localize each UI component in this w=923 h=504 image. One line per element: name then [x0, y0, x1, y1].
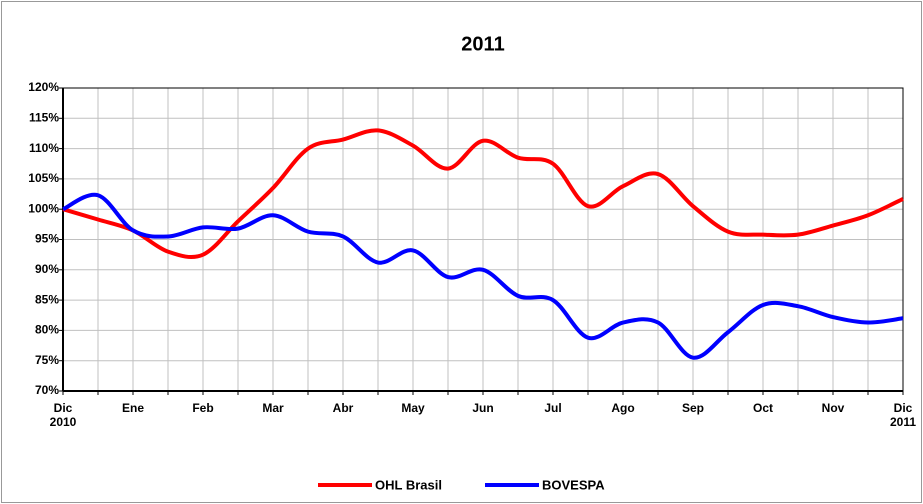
y-tick-label: 80% [35, 323, 59, 337]
y-tick-label: 95% [35, 232, 59, 246]
x-tick-label: Dic 2011 [889, 401, 917, 429]
y-tick-label: 70% [35, 383, 59, 397]
y-tick-label: 120% [28, 80, 59, 94]
x-tick-label: Ago [611, 401, 635, 415]
x-tick-label: Ene [121, 401, 144, 415]
chart-title: 2011 [461, 33, 504, 55]
x-tick-label: Jul [544, 401, 562, 415]
line-series [62, 128, 904, 259]
x-tick-label: Dic 2010 [49, 401, 77, 429]
y-tick-label: 85% [35, 292, 59, 306]
y-tick-label: 100% [28, 201, 59, 215]
y-tick-label: 110% [29, 141, 59, 155]
x-tick-label: Oct [752, 401, 773, 415]
legend-label: BOVESPA [542, 477, 605, 492]
line-series [62, 192, 904, 360]
y-tick-label: 75% [35, 353, 59, 367]
x-tick-label: Nov [821, 401, 845, 415]
legend-label: OHL Brasil [375, 477, 442, 492]
x-tick-label: Abr [332, 401, 354, 415]
y-tick-label: 115% [29, 110, 59, 124]
x-tick-label: Mar [262, 401, 284, 415]
y-tick-label: 90% [35, 262, 59, 276]
x-tick-label: Sep [681, 401, 704, 415]
x-tick-label: Jun [472, 401, 494, 415]
x-tick-label: May [401, 401, 425, 415]
x-tick-label: Feb [192, 401, 214, 415]
y-tick-label: 105% [28, 171, 59, 185]
